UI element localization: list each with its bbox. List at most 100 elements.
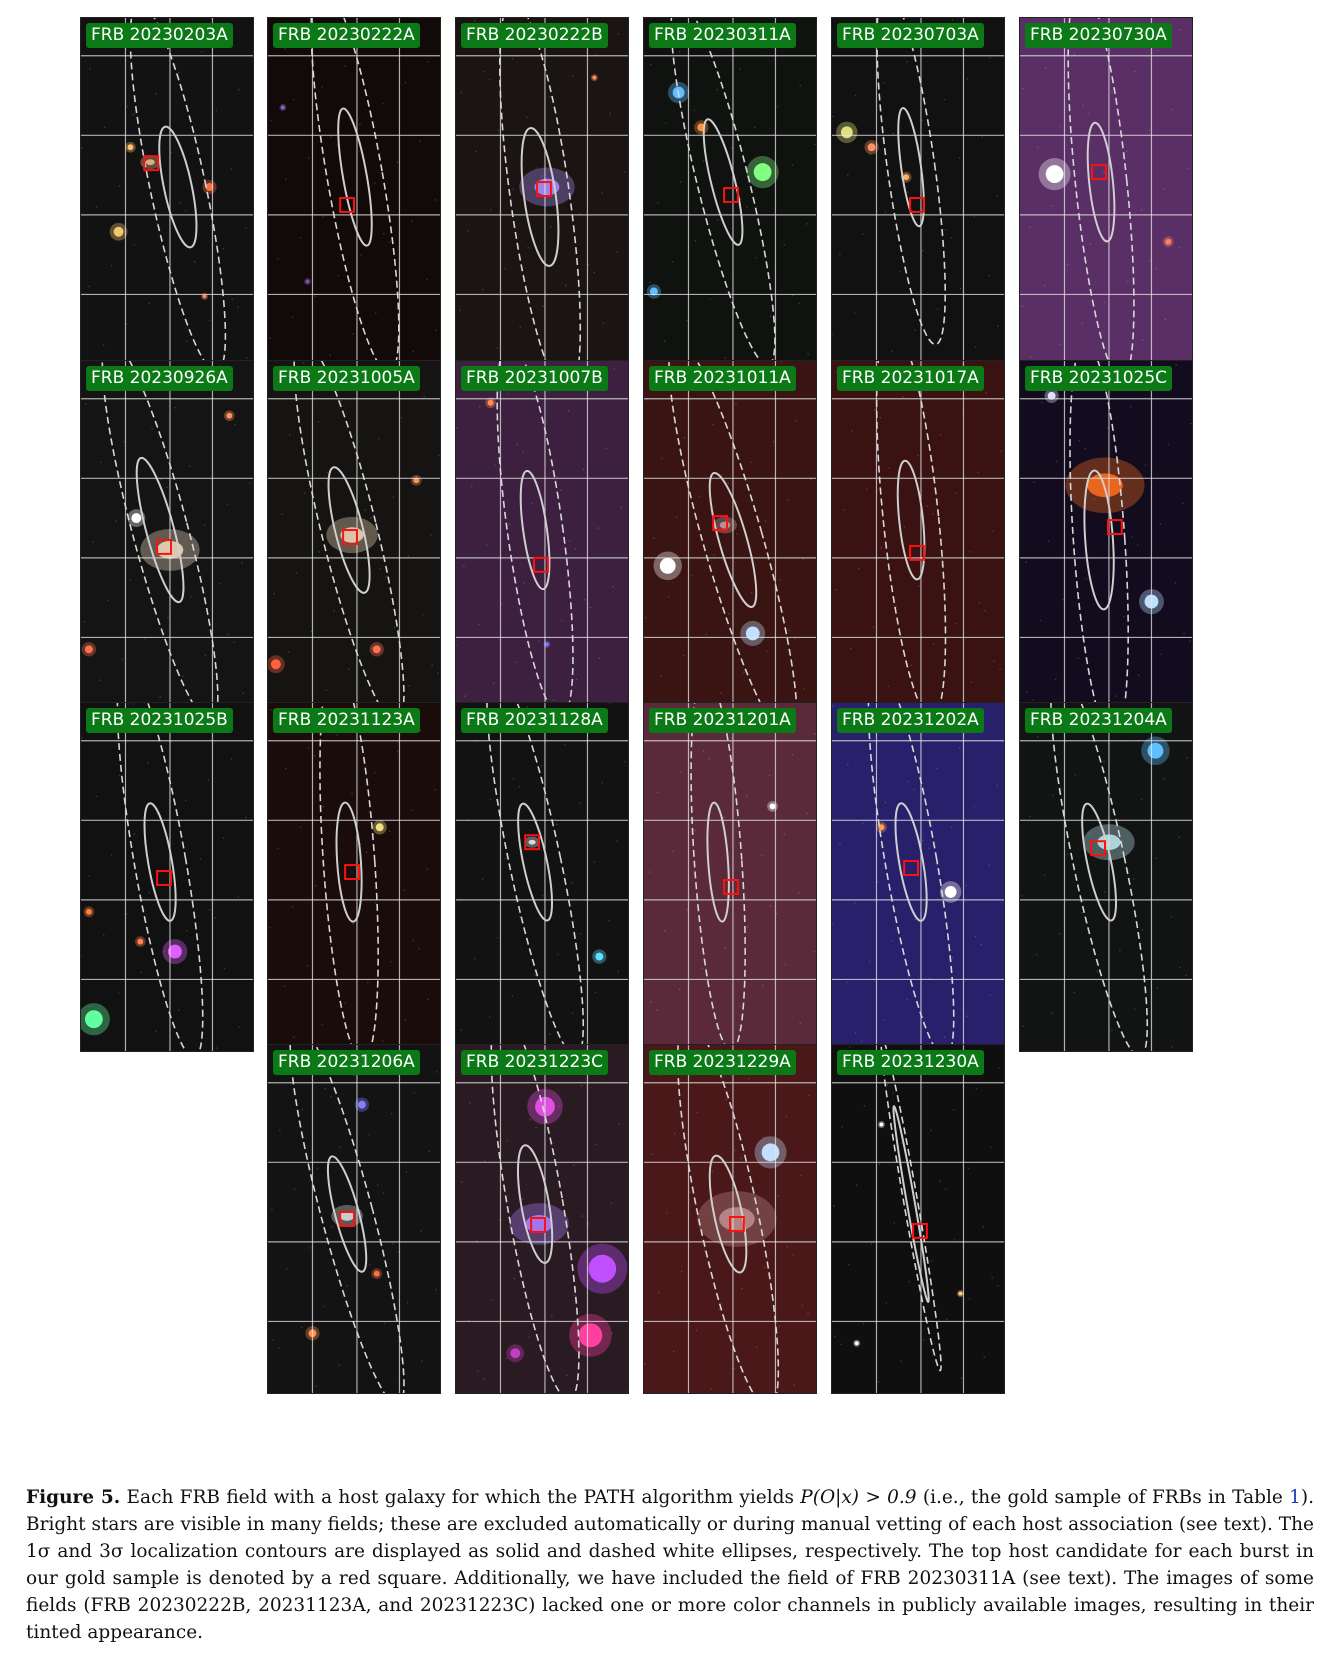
noise-speck [620,506,622,508]
star [1047,391,1056,400]
noise-speck [222,837,225,840]
noise-speck [696,1111,699,1114]
noise-speck [230,757,233,760]
noise-speck [1130,536,1133,538]
noise-speck [644,1363,646,1365]
noise-speck [460,91,462,94]
noise-speck [507,393,510,395]
noise-speck [1171,1046,1174,1048]
noise-speck [965,885,968,887]
noise-speck [307,157,310,159]
noise-speck [370,517,372,519]
noise-speck [802,558,804,560]
noise-speck [1088,703,1090,704]
noise-speck [438,454,440,457]
noise-speck [725,1098,727,1101]
noise-speck [284,985,286,988]
noise-speck [863,1104,866,1107]
noise-speck [783,243,786,246]
noise-speck [914,329,916,332]
noise-speck [755,1346,758,1349]
localization-3sigma-ellipse [1067,18,1135,366]
noise-speck [1051,794,1054,797]
noise-speck [650,63,652,66]
noise-speck [231,298,234,301]
table-reference-link[interactable]: 1 [1289,1487,1301,1508]
noise-speck [762,1136,765,1139]
noise-speck [870,1243,873,1245]
noise-speck [541,175,543,177]
noise-speck [900,1360,902,1362]
noise-speck [488,78,491,81]
noise-speck [388,830,391,833]
localization-1sigma-ellipse [326,1155,368,1273]
noise-speck [179,202,181,204]
field-image [832,361,1004,709]
noise-speck [990,1146,992,1149]
noise-speck [1182,502,1184,504]
noise-speck [611,1332,613,1335]
frb-label: FRB 20230926A [86,366,233,391]
noise-speck [214,916,217,919]
noise-speck [968,1297,971,1300]
noise-speck [117,992,120,995]
noise-speck [776,105,779,108]
noise-speck [411,809,414,812]
noise-speck [125,323,128,326]
frb-field-panel: FRB 20231230A [831,1044,1005,1394]
noise-speck [778,1325,781,1328]
noise-speck [529,1118,531,1121]
noise-speck [589,606,592,609]
noise-speck [996,195,998,197]
noise-speck [85,402,87,405]
noise-speck [886,1083,889,1086]
noise-speck [1050,1012,1053,1015]
star [510,1348,521,1359]
noise-speck [918,584,920,587]
localization-1sigma-ellipse [143,802,177,922]
host-candidate-box [903,860,919,877]
noise-speck [985,392,987,394]
noise-speck [678,988,681,991]
noise-speck [234,423,236,426]
noise-speck [786,1246,789,1248]
noise-speck [1073,991,1076,994]
frb-label: FRB 20231206A [273,1050,420,1075]
star [487,399,494,406]
noise-speck [281,513,283,515]
noise-speck [189,595,192,598]
frb-field-panel: FRB 20231202A [831,702,1005,1052]
noise-speck [200,51,203,53]
noise-speck [680,1270,683,1273]
noise-speck [1186,167,1188,169]
frb-field-panel: FRB 20230222A [267,17,441,367]
noise-speck [768,185,771,187]
noise-speck [1137,674,1140,676]
noise-speck [970,681,973,683]
noise-speck [650,1001,652,1004]
noise-speck [184,799,187,802]
noise-speck [208,319,211,322]
noise-speck [518,785,521,788]
localization-1sigma-ellipse [517,1144,554,1264]
noise-speck [99,461,102,464]
frb-label: FRB 20231202A [837,708,984,733]
noise-speck [114,520,117,522]
localization-1sigma-ellipse [894,802,928,922]
star [202,294,207,299]
noise-speck [943,1036,946,1038]
noise-speck [1096,970,1098,973]
host-candidate-box [712,515,729,532]
noise-speck [916,1201,918,1203]
noise-speck [374,902,377,904]
noise-speck [787,499,790,501]
noise-speck [780,361,783,363]
noise-speck [747,925,749,928]
noise-speck [798,302,800,305]
noise-speck [310,630,313,633]
frb-field-panel: FRB 20231025C [1019,360,1193,710]
localization-3sigma-ellipse [880,1045,942,1372]
noise-speck [1058,932,1061,935]
noise-speck [854,1032,857,1034]
noise-speck [321,85,324,88]
